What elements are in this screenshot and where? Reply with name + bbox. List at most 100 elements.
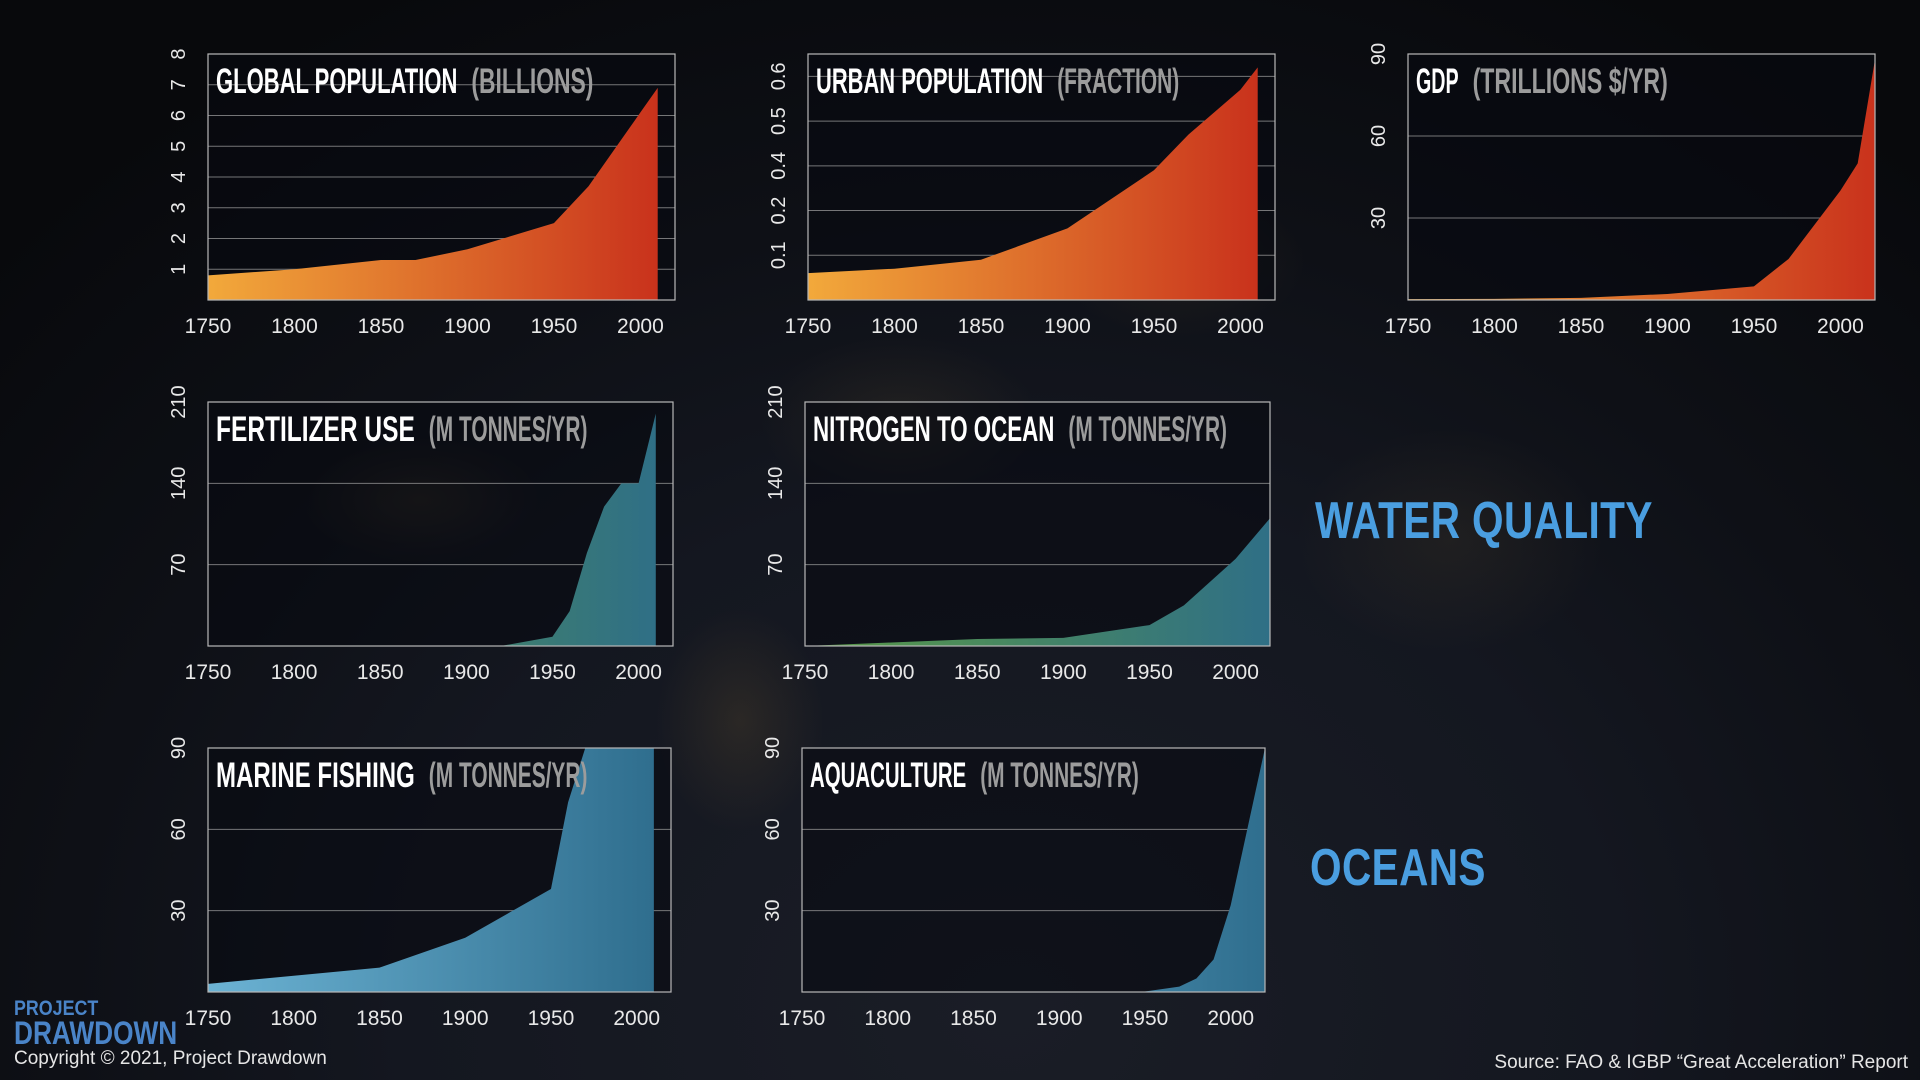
data-area xyxy=(808,67,1258,300)
y-tick-label: 0.1 xyxy=(768,241,790,269)
x-tick-label: 1800 xyxy=(271,315,318,338)
chart-gdp: 30 60 90 1750 1800 1850 1900 1950 2000 GDP (TRILLI… xyxy=(1368,43,1876,338)
y-tick-label: 8 xyxy=(168,48,190,59)
x-tick-label: 1750 xyxy=(779,1007,826,1030)
chart-title: GLOBAL POPULATION xyxy=(216,62,457,101)
plot-background xyxy=(802,748,1265,992)
x-tick-label: 2000 xyxy=(1212,661,1259,684)
source-text: Source: FAO & IGBP “Great Acceleration” … xyxy=(1494,1052,1908,1073)
x-tick-label: 1900 xyxy=(443,661,490,684)
chart-title: FERTILIZER USE xyxy=(216,410,415,449)
chart-title: NITROGEN TO OCEAN xyxy=(813,410,1054,449)
y-tick-label: 70 xyxy=(765,554,787,576)
x-tick-label: 1750 xyxy=(185,661,232,684)
x-tick-label: 1950 xyxy=(531,315,578,338)
chart-fertilizer-use: 70 140 210 1750 1800 1850 1900 1950 2000 FERTILIZ… xyxy=(168,385,674,684)
chart-nitrogen-to-ocean: 70 140 210 1750 1800 1850 1900 1950 2000 NITROGEN… xyxy=(765,385,1271,684)
x-tick-label: 1950 xyxy=(529,661,576,684)
plot-frame xyxy=(804,401,1271,647)
x-tick-label: 2000 xyxy=(1817,315,1864,338)
y-tick-label: 2 xyxy=(168,233,190,244)
chart-title-main: AQUACULTURE xyxy=(810,756,966,795)
x-tick-label: 1800 xyxy=(270,1007,317,1030)
x-tick-label: 2000 xyxy=(1217,315,1264,338)
data-area xyxy=(208,413,656,646)
y-tick-label: 30 xyxy=(762,900,784,922)
x-tick-label: 1750 xyxy=(185,315,232,338)
x-tick-label: 1850 xyxy=(356,1007,403,1030)
y-tick-label: 0.2 xyxy=(768,197,790,225)
plot-frame xyxy=(801,747,1266,993)
plot-frame xyxy=(207,401,674,647)
y-tick-label: 4 xyxy=(168,171,190,182)
y-tick-label: 5 xyxy=(168,141,190,152)
category-water-quality: WATER QUALITY xyxy=(1315,492,1653,550)
y-tick-label: 140 xyxy=(765,467,787,500)
category-oceans: OCEANS xyxy=(1310,839,1486,897)
y-tick-label: 90 xyxy=(168,737,190,759)
y-tick-label: 140 xyxy=(168,467,190,500)
x-tick-label: 1750 xyxy=(185,1007,232,1030)
logo-project-text: PROJECT xyxy=(14,997,99,1020)
y-tick-label: 210 xyxy=(168,385,190,418)
x-tick-label: 1900 xyxy=(1036,1007,1083,1030)
x-tick-label: 2000 xyxy=(617,315,664,338)
y-tick-label: 0.4 xyxy=(768,152,790,180)
x-tick-label: 2000 xyxy=(613,1007,660,1030)
plot-frame xyxy=(1407,53,1876,301)
copyright-text: Copyright © 2021, Project Drawdown xyxy=(14,1048,327,1069)
chart-unit: (M TONNES/YR) xyxy=(429,756,588,795)
chart-title-main: MARINE FISHING xyxy=(216,756,415,795)
x-tick-label: 1950 xyxy=(1122,1007,1169,1030)
y-tick-label: 1 xyxy=(168,264,190,275)
x-tick-label: 2000 xyxy=(1207,1007,1254,1030)
data-area xyxy=(208,87,658,300)
x-tick-label: 1800 xyxy=(271,661,318,684)
chart-marine-fishing: 30 60 90 1750 1800 1850 1900 1950 2000 MARINE FIS… xyxy=(168,737,672,1030)
chart-unit: (M TONNES/YR) xyxy=(980,756,1139,795)
y-tick-label: 30 xyxy=(1368,207,1390,229)
chart-unit: (FRACTION) xyxy=(1057,62,1179,101)
x-tick-label: 1950 xyxy=(528,1007,575,1030)
x-tick-label: 1850 xyxy=(358,315,405,338)
x-tick-label: 1800 xyxy=(864,1007,911,1030)
chart-global-population: 1 2 3 4 5 6 7 8 1750 1800 1850 1900 1950 2000 GLOBAL P… xyxy=(168,48,676,338)
x-tick-label: 1850 xyxy=(958,315,1005,338)
chart-aquaculture: 30 60 90 1750 1800 1850 1900 1950 2000 AQUACULTUR… xyxy=(762,737,1266,1030)
chart-title-main: FERTILIZER USE xyxy=(216,410,415,449)
plot-frame xyxy=(207,747,672,993)
x-tick-label: 1900 xyxy=(442,1007,489,1030)
y-tick-label: 60 xyxy=(762,818,784,840)
plot-frame xyxy=(807,53,1276,301)
x-tick-label: 1800 xyxy=(868,661,915,684)
chart-unit: (M TONNES/YR) xyxy=(1068,410,1227,449)
x-tick-label: 1900 xyxy=(444,315,491,338)
chart-unit: (M TONNES/YR) xyxy=(429,410,588,449)
x-tick-label: 1850 xyxy=(357,661,404,684)
chart-title: URBAN POPULATION xyxy=(816,62,1043,101)
x-tick-label: 1900 xyxy=(1044,315,1091,338)
chart-unit: (TRILLIONS $/YR) xyxy=(1473,62,1668,101)
y-tick-label: 60 xyxy=(168,818,190,840)
x-tick-label: 1800 xyxy=(871,315,918,338)
chart-title-main: NITROGEN TO OCEAN xyxy=(813,410,1054,449)
x-tick-label: 1950 xyxy=(1126,661,1173,684)
y-tick-label: 6 xyxy=(168,110,190,121)
plot-frame xyxy=(207,53,676,301)
x-tick-label: 1750 xyxy=(785,315,832,338)
data-area xyxy=(208,748,654,992)
x-tick-label: 1850 xyxy=(1558,315,1605,338)
y-tick-label: 90 xyxy=(762,737,784,759)
x-tick-label: 1850 xyxy=(954,661,1001,684)
y-tick-label: 70 xyxy=(168,554,190,576)
data-area xyxy=(805,518,1270,646)
chart-urban-population: 0.1 0.2 0.4 0.5 0.6 1750 1800 1850 1900 1950 2000 U… xyxy=(768,53,1276,338)
x-tick-label: 1850 xyxy=(950,1007,997,1030)
chart-title: GDP xyxy=(1416,62,1459,101)
y-tick-label: 7 xyxy=(168,79,190,90)
x-tick-label: 1950 xyxy=(1731,315,1778,338)
x-tick-label: 1900 xyxy=(1040,661,1087,684)
x-tick-label: 1900 xyxy=(1644,315,1691,338)
x-tick-label: 1950 xyxy=(1131,315,1178,338)
